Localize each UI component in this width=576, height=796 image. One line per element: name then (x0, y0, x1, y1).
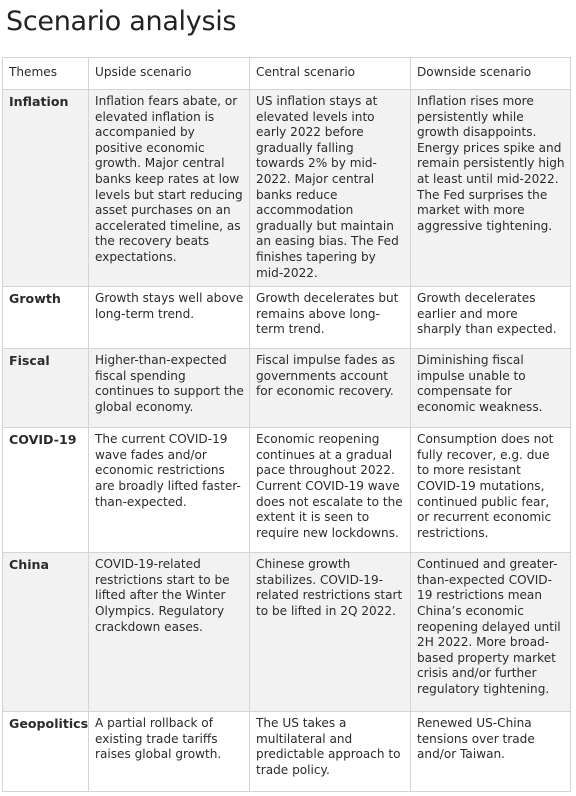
upside-cell: The current COVID-19 wave fades and/or e… (88, 427, 250, 554)
central-cell: US inflation stays at elevated levels in… (249, 88, 411, 288)
downside-cell: Renewed US-China tensions over trade and… (410, 711, 571, 793)
downside-cell: Inflation rises more persistently while … (410, 88, 571, 288)
upside-cell: Higher-than-expected fiscal spending con… (88, 348, 250, 429)
theme-cell: COVID-19 (2, 427, 89, 554)
theme-cell: Growth (2, 286, 89, 350)
theme-cell: Geopolitics (2, 711, 89, 793)
table-row: Geopolitics A partial rollback of existi… (2, 711, 571, 793)
header-central: Central scenario (249, 57, 411, 90)
theme-cell: China (2, 552, 89, 713)
upside-cell: Growth stays well above long-term trend. (88, 286, 250, 350)
downside-cell: Growth decelerates earlier and more shar… (410, 286, 571, 350)
upside-cell: A partial rollback of existing trade tar… (88, 711, 250, 793)
header-upside: Upside scenario (88, 57, 250, 90)
downside-cell: Continued and greater-than-expected COVI… (410, 552, 571, 713)
theme-cell: Fiscal (2, 348, 89, 429)
table-row: China COVID-19-related restrictions star… (2, 552, 571, 713)
central-cell: Fiscal impulse fades as governments acco… (249, 348, 411, 429)
page-title: Scenario analysis (6, 6, 237, 37)
table-header-row: Themes Upside scenario Central scenario … (2, 57, 571, 90)
table-row: Inflation Inflation fears abate, or elev… (2, 88, 571, 288)
central-cell: Growth decelerates but remains above lon… (249, 286, 411, 350)
table-row: Fiscal Higher-than-expected fiscal spend… (2, 348, 571, 429)
table-row: COVID-19 The current COVID-19 wave fades… (2, 427, 571, 554)
upside-cell: COVID-19-related restrictions start to b… (88, 552, 250, 713)
header-themes: Themes (2, 57, 89, 90)
central-cell: Economic reopening continues at a gradua… (249, 427, 411, 554)
table-row: Growth Growth stays well above long-term… (2, 286, 571, 350)
central-cell: Chinese growth stabilizes. COVID-19-rela… (249, 552, 411, 713)
scenario-table: Themes Upside scenario Central scenario … (2, 57, 571, 793)
theme-cell: Inflation (2, 88, 89, 288)
header-downside: Downside scenario (410, 57, 571, 90)
upside-cell: Inflation fears abate, or elevated infla… (88, 88, 250, 288)
central-cell: The US takes a multilateral and predicta… (249, 711, 411, 793)
downside-cell: Diminishing fiscal impulse unable to com… (410, 348, 571, 429)
downside-cell: Consumption does not fully recover, e.g.… (410, 427, 571, 554)
